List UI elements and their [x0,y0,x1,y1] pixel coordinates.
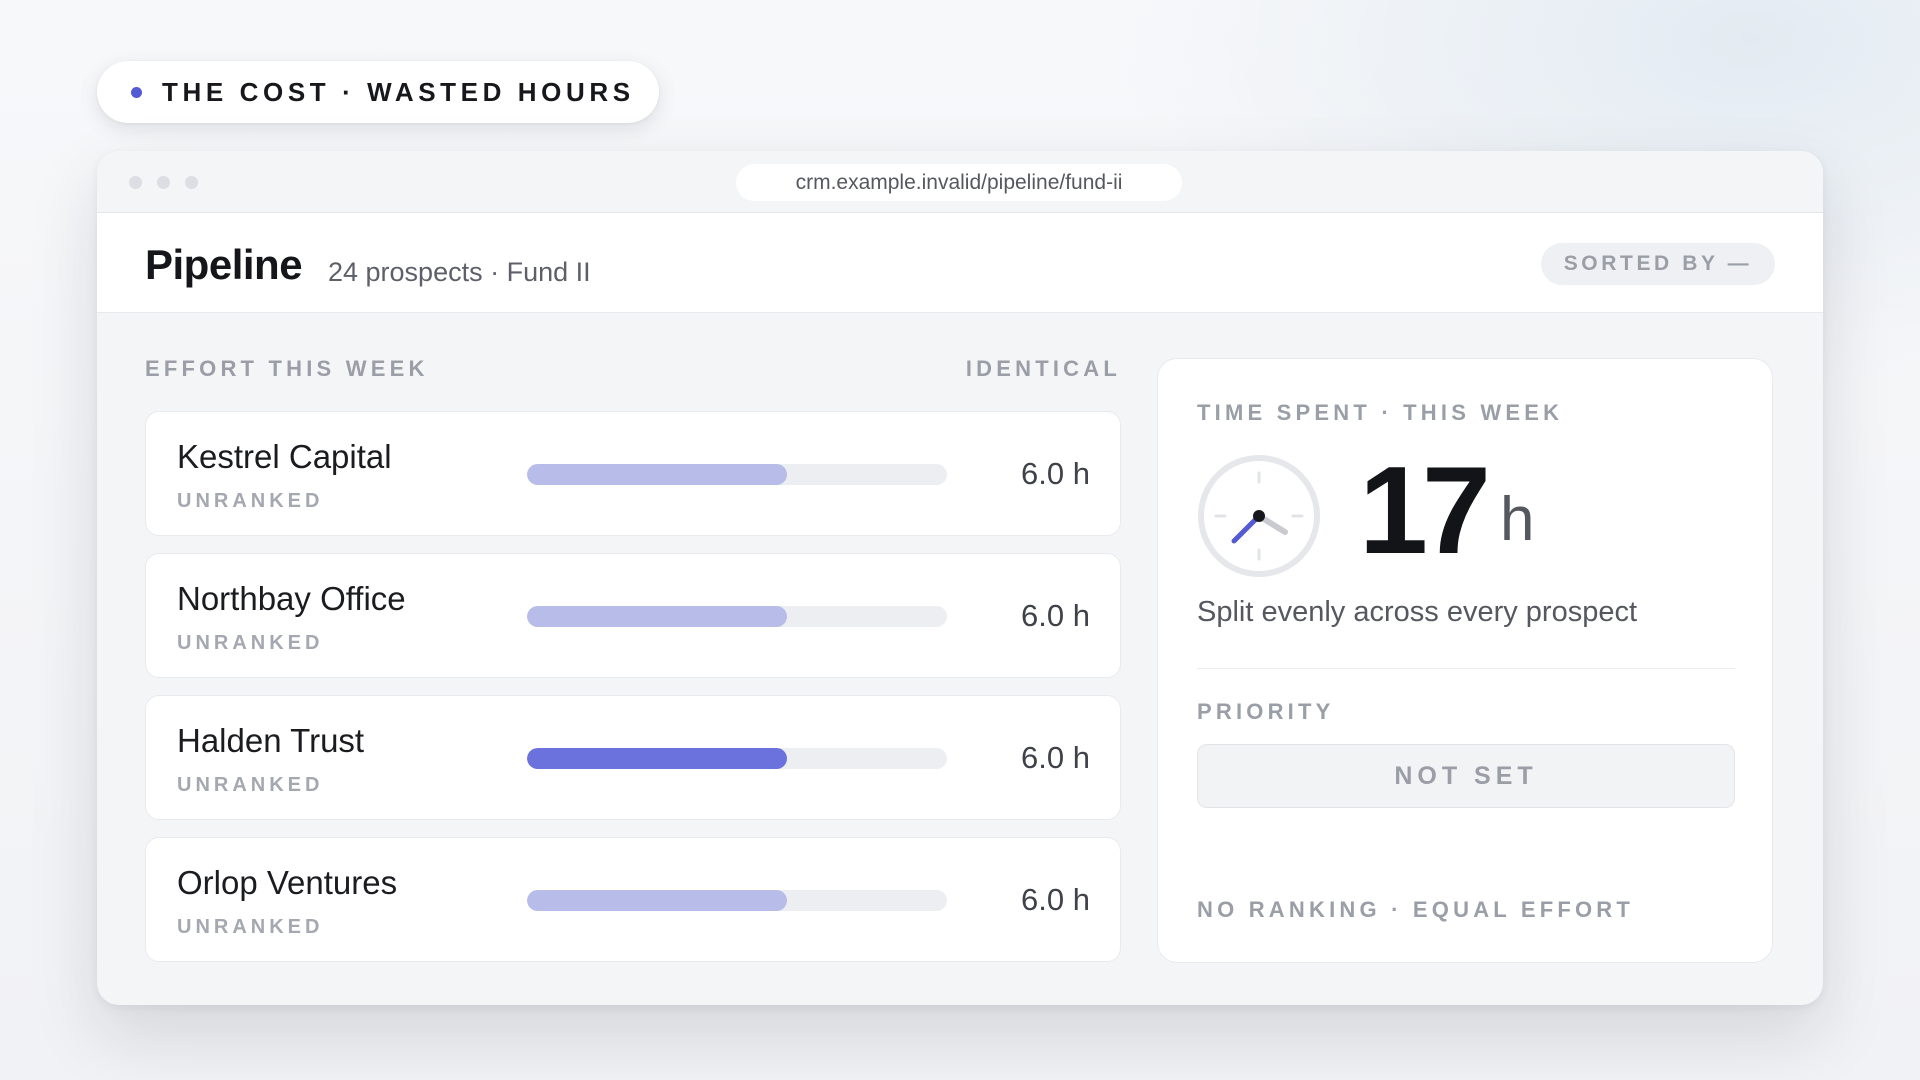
prospect-status: UNRANKED [177,916,324,938]
effort-bar-fill [527,748,788,769]
prospect-status: UNRANKED [177,490,324,512]
banner-text: THE COST · WASTED HOURS [162,76,635,107]
prospect-name: Halden Trust [177,722,365,759]
prospect-name: Kestrel Capital [177,438,392,475]
card-divider [1197,668,1735,669]
clock-icon [1198,455,1320,577]
effort-bar [527,748,947,769]
effort-section-label: EFFORT THIS WEEK [145,356,429,381]
prospect-hours: 6.0 h [1021,882,1090,917]
time-spent-label: TIME SPENT · THIS WEEK [1197,400,1564,425]
priority-label: PRIORITY [1197,699,1335,724]
priority-field[interactable]: NOT SET [1197,744,1735,808]
browser-window: crm.example.invalid/pipeline/fund-ii Pip… [97,151,1823,1005]
address-bar[interactable]: crm.example.invalid/pipeline/fund-ii [736,164,1182,201]
effort-bar [527,606,947,627]
window-close-dot-icon[interactable] [129,176,142,189]
prospect-row[interactable]: Halden Trust UNRANKED 6.0 h [145,695,1121,820]
prospect-status: UNRANKED [177,632,324,654]
prospect-hours: 6.0 h [1021,740,1090,775]
effort-bar-fill [527,606,788,627]
window-maximize-dot-icon[interactable] [185,176,198,189]
banner-dot-icon [131,86,142,98]
prospect-row[interactable]: Kestrel Capital UNRANKED 6.0 h [145,411,1121,536]
time-spent-unit: h [1500,485,1535,554]
effort-bar-fill [527,890,788,911]
time-spent-value: 17 [1359,442,1491,580]
time-spent-card: TIME SPENT · THIS WEEK 17 h Split evenly… [1157,358,1773,963]
page-subtitle: 24 prospects · Fund II [328,257,591,287]
time-spent-description: Split evenly across every prospect [1197,596,1638,628]
section-banner: THE COST · WASTED HOURS [97,61,659,123]
effort-bar [527,464,947,485]
prospect-name: Northbay Office [177,580,406,617]
prospect-hours: 6.0 h [1021,456,1090,491]
effort-bar [527,890,947,911]
effort-bar-fill [527,464,788,485]
page-title: Pipeline [145,241,303,288]
prospect-hours: 6.0 h [1021,598,1090,633]
window-controls [129,176,198,189]
prospect-row[interactable]: Northbay Office UNRANKED 6.0 h [145,553,1121,678]
prospect-status: UNRANKED [177,774,324,796]
identical-label: IDENTICAL [965,356,1121,381]
prospect-row[interactable]: Orlop Ventures UNRANKED 6.0 h [145,837,1121,962]
window-minimize-dot-icon[interactable] [157,176,170,189]
sorted-by-button[interactable]: SORTED BY — [1541,243,1775,285]
browser-chrome: crm.example.invalid/pipeline/fund-ii [97,151,1823,213]
prospect-name: Orlop Ventures [177,864,398,901]
page-header: Pipeline 24 prospects · Fund II SORTED B… [97,213,1823,313]
footer-note: NO RANKING · EQUAL EFFORT [1197,897,1635,922]
